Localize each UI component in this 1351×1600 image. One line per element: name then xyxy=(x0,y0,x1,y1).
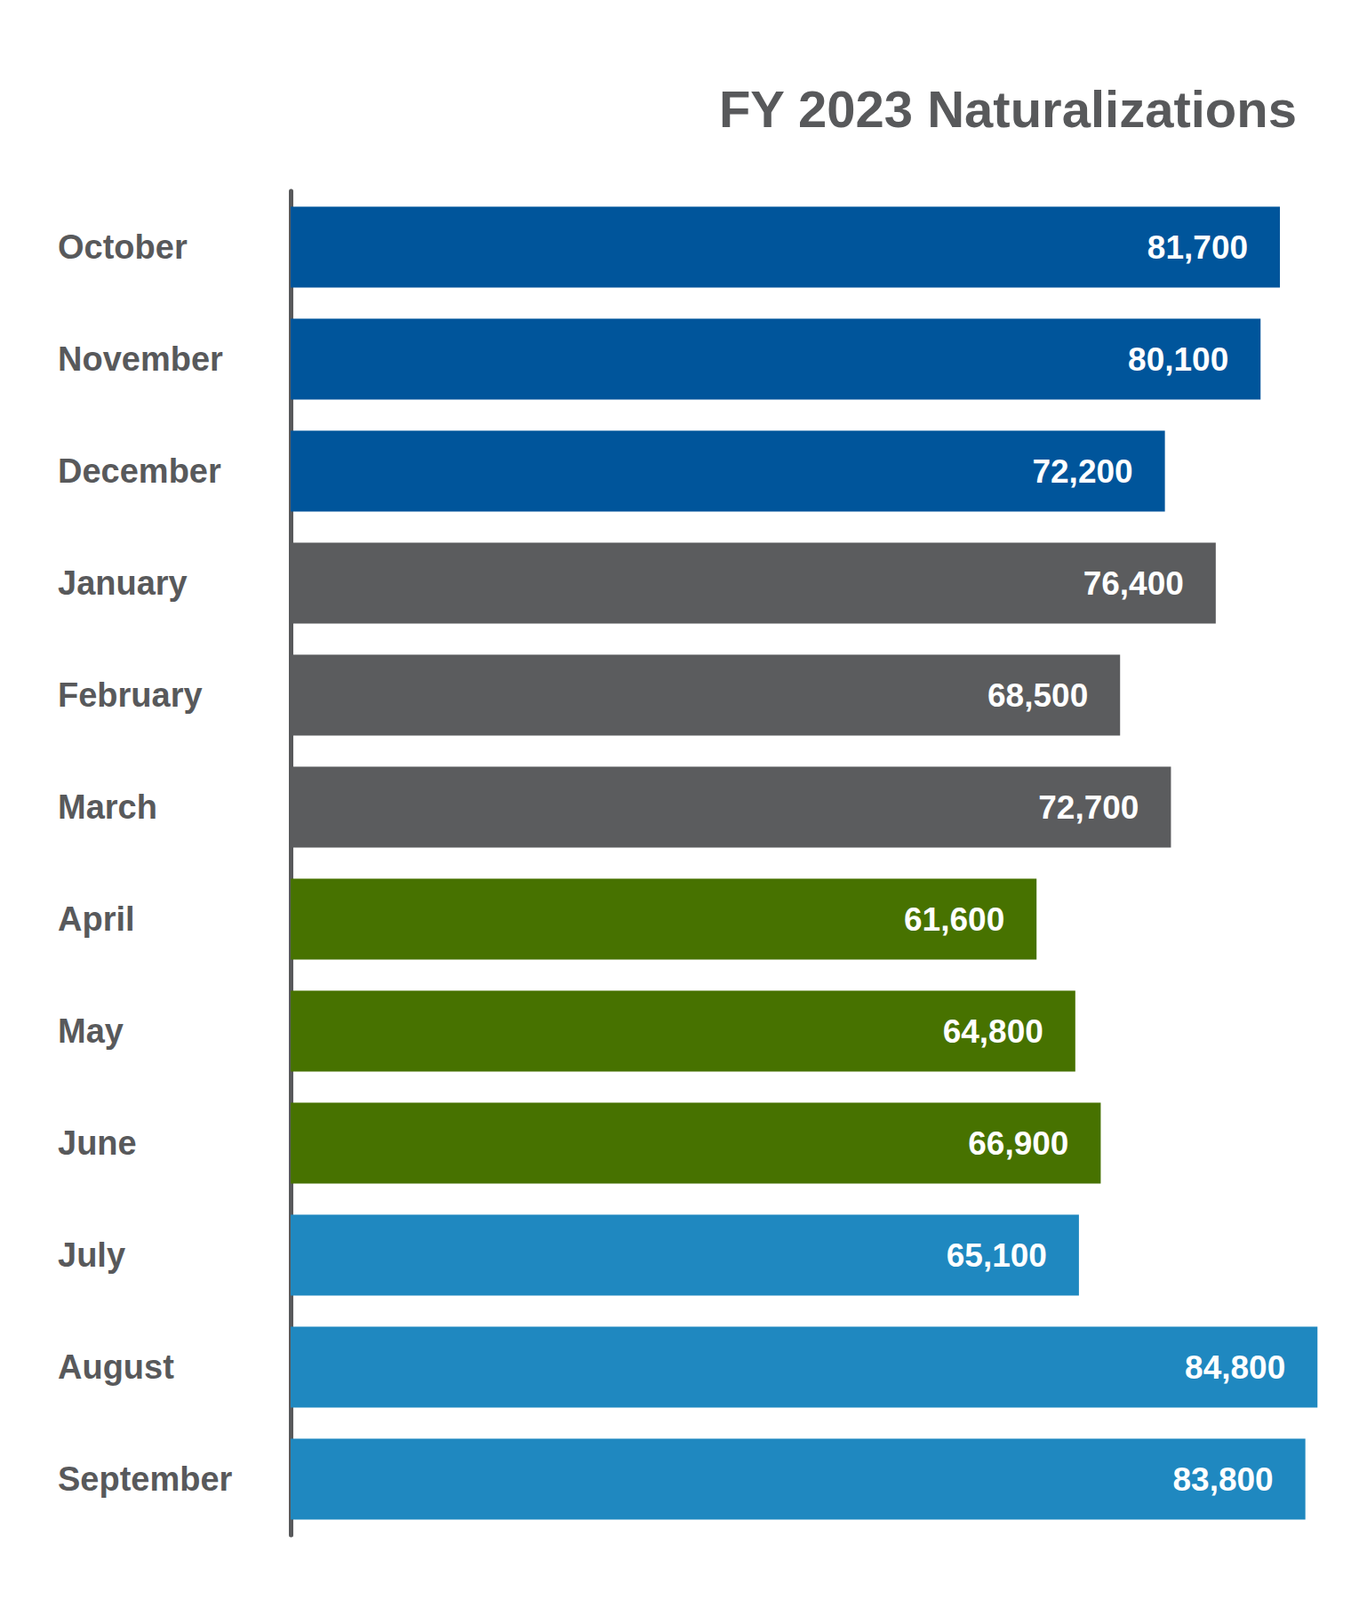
svg-text:July: July xyxy=(57,1236,126,1274)
svg-text:83,800: 83,800 xyxy=(1172,1461,1273,1498)
svg-text:65,100: 65,100 xyxy=(946,1237,1048,1274)
svg-text:80,100: 80,100 xyxy=(1127,341,1229,378)
svg-text:August: August xyxy=(57,1348,175,1386)
svg-text:68,500: 68,500 xyxy=(987,677,1088,714)
svg-text:June: June xyxy=(57,1124,137,1162)
svg-text:81,700: 81,700 xyxy=(1147,229,1248,266)
svg-text:December: December xyxy=(57,452,222,490)
svg-text:84,800: 84,800 xyxy=(1184,1349,1286,1386)
svg-text:66,900: 66,900 xyxy=(967,1125,1069,1162)
svg-text:April: April xyxy=(57,900,136,938)
svg-text:September: September xyxy=(57,1460,233,1498)
svg-text:61,600: 61,600 xyxy=(903,901,1005,938)
svg-text:October: October xyxy=(57,228,188,266)
svg-text:November: November xyxy=(57,340,224,378)
svg-text:72,200: 72,200 xyxy=(1031,453,1133,490)
svg-text:May: May xyxy=(57,1012,124,1050)
svg-text:March: March xyxy=(57,788,158,826)
svg-text:January: January xyxy=(57,564,188,602)
svg-text:64,800: 64,800 xyxy=(943,1013,1044,1050)
svg-text:FY 2023 Naturalizations: FY 2023 Naturalizations xyxy=(719,79,1297,138)
svg-text:72,700: 72,700 xyxy=(1038,789,1139,826)
svg-text:February: February xyxy=(57,676,203,714)
svg-text:76,400: 76,400 xyxy=(1083,565,1184,602)
